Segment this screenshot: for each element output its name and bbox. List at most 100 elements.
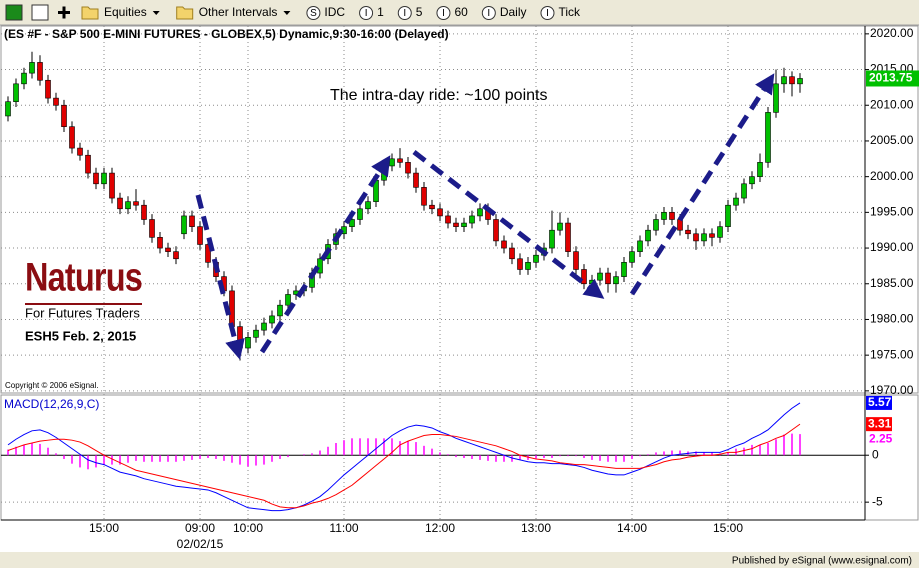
candle-body [629, 251, 635, 263]
candle-body [413, 172, 419, 188]
y-tick-label: 1975.00 [870, 347, 914, 361]
interval-button[interactable]: 60 [454, 5, 468, 19]
x-tick-label: 12:00 [425, 521, 455, 535]
candle-body [85, 154, 91, 174]
candle-body [365, 201, 371, 210]
candle-body [181, 215, 187, 235]
chip-icon [481, 6, 496, 20]
x-tick-label: 11:00 [329, 521, 358, 535]
candle-body [117, 197, 123, 210]
dropdown-arrow [152, 11, 160, 15]
candle-body [165, 247, 171, 252]
y-tick-label: -5 [872, 494, 883, 508]
candle-body [205, 244, 211, 263]
chart-icon[interactable] [5, 4, 23, 21]
candle-body [69, 126, 75, 149]
candle-body [125, 201, 131, 210]
candle-body [789, 76, 795, 85]
candle-body [549, 229, 555, 249]
candle-body [517, 258, 523, 270]
candle-body [709, 233, 715, 238]
candle-body [133, 201, 139, 206]
candle-body [229, 290, 235, 327]
add-icon[interactable] [58, 6, 70, 19]
chip-icon-letter: I [365, 8, 368, 19]
menu-button[interactable]: Equities [104, 5, 147, 19]
y-tick-label: 2020.00 [870, 26, 914, 40]
chart-title: (ES #F - S&P 500 E-MINI FUTURES - GLOBEX… [4, 27, 449, 41]
menu-button[interactable]: Other Intervals [199, 5, 278, 19]
macd-panel [0, 394, 919, 521]
candle-body [101, 172, 107, 185]
interval-button[interactable]: IDC [324, 5, 345, 19]
y-tick-label: 1995.00 [870, 205, 914, 219]
macd-line [7, 402, 801, 512]
candle-body [597, 272, 603, 281]
candle-body [669, 212, 675, 220]
candle-body [725, 204, 731, 227]
candle-body [421, 187, 427, 206]
grid-layer [1, 26, 865, 520]
candle-body [93, 172, 99, 185]
toolbar-items: Equities Other Intervals S IDC I 1 I 5 I 60 I Daily… [81, 5, 581, 20]
candle-body [501, 240, 507, 249]
interval-button[interactable]: Daily [500, 5, 527, 19]
candle-body [45, 79, 51, 99]
footer: Published by eSignal (www.esignal.com) [732, 556, 912, 567]
interval-button[interactable]: 5 [416, 5, 423, 19]
price-panel [0, 25, 919, 394]
y-tick-label: 1985.00 [870, 276, 914, 290]
chip-icon [306, 6, 321, 20]
candle-body [525, 262, 531, 270]
chip-icon [436, 6, 451, 20]
candle-body [509, 247, 515, 260]
candle-body [717, 226, 723, 238]
arrow-up [259, 155, 391, 354]
candle-body [613, 276, 619, 285]
last-price-badge [866, 70, 919, 87]
candle-body [469, 215, 475, 224]
arrow-down [195, 194, 245, 360]
y-tick-label: 2010.00 [870, 97, 914, 111]
candle-body [429, 204, 435, 210]
settings-icon[interactable] [31, 4, 49, 21]
candle-body [573, 251, 579, 270]
last-value-badge [866, 395, 892, 410]
candle-body [77, 147, 83, 156]
x-sublabel: 02/02/15 [177, 537, 224, 551]
candle-body [701, 233, 707, 242]
x-tick-label: 13:00 [521, 521, 551, 535]
status-bar [0, 552, 919, 568]
brand-note: ESH5 Feb. 2, 2015 [25, 328, 136, 343]
x-tick-label: 09:00 [185, 521, 215, 535]
candle-body [645, 229, 651, 242]
chip-icon-letter: S [310, 8, 317, 19]
chip-icon-letter: I [442, 8, 445, 19]
interval-button[interactable]: Tick [558, 5, 581, 19]
copyright: Copyright © 2006 eSignal. [5, 381, 99, 390]
candle-body [173, 251, 179, 260]
candle-body [5, 101, 11, 117]
y-tick-label: 2000.00 [870, 169, 914, 183]
candle-body [693, 233, 699, 242]
candle-body [749, 176, 755, 185]
candle-body [653, 219, 659, 231]
candle-body [317, 258, 323, 274]
interval-button[interactable]: 1 [377, 5, 384, 19]
chip-icon-letter: I [546, 8, 549, 19]
candle-body [285, 294, 291, 306]
candle-body [661, 212, 667, 220]
dropdown-arrow [283, 11, 291, 15]
arrow-down [412, 150, 605, 299]
candle-body [493, 219, 499, 242]
candle-body [797, 78, 803, 85]
y-tick-label: 1980.00 [870, 312, 914, 326]
candle-body [589, 279, 595, 285]
candle-body [189, 215, 195, 227]
candle-body [773, 83, 779, 113]
candle-body [357, 208, 363, 220]
last-value-label: 3.31 [868, 416, 892, 430]
candle-body [29, 62, 35, 74]
